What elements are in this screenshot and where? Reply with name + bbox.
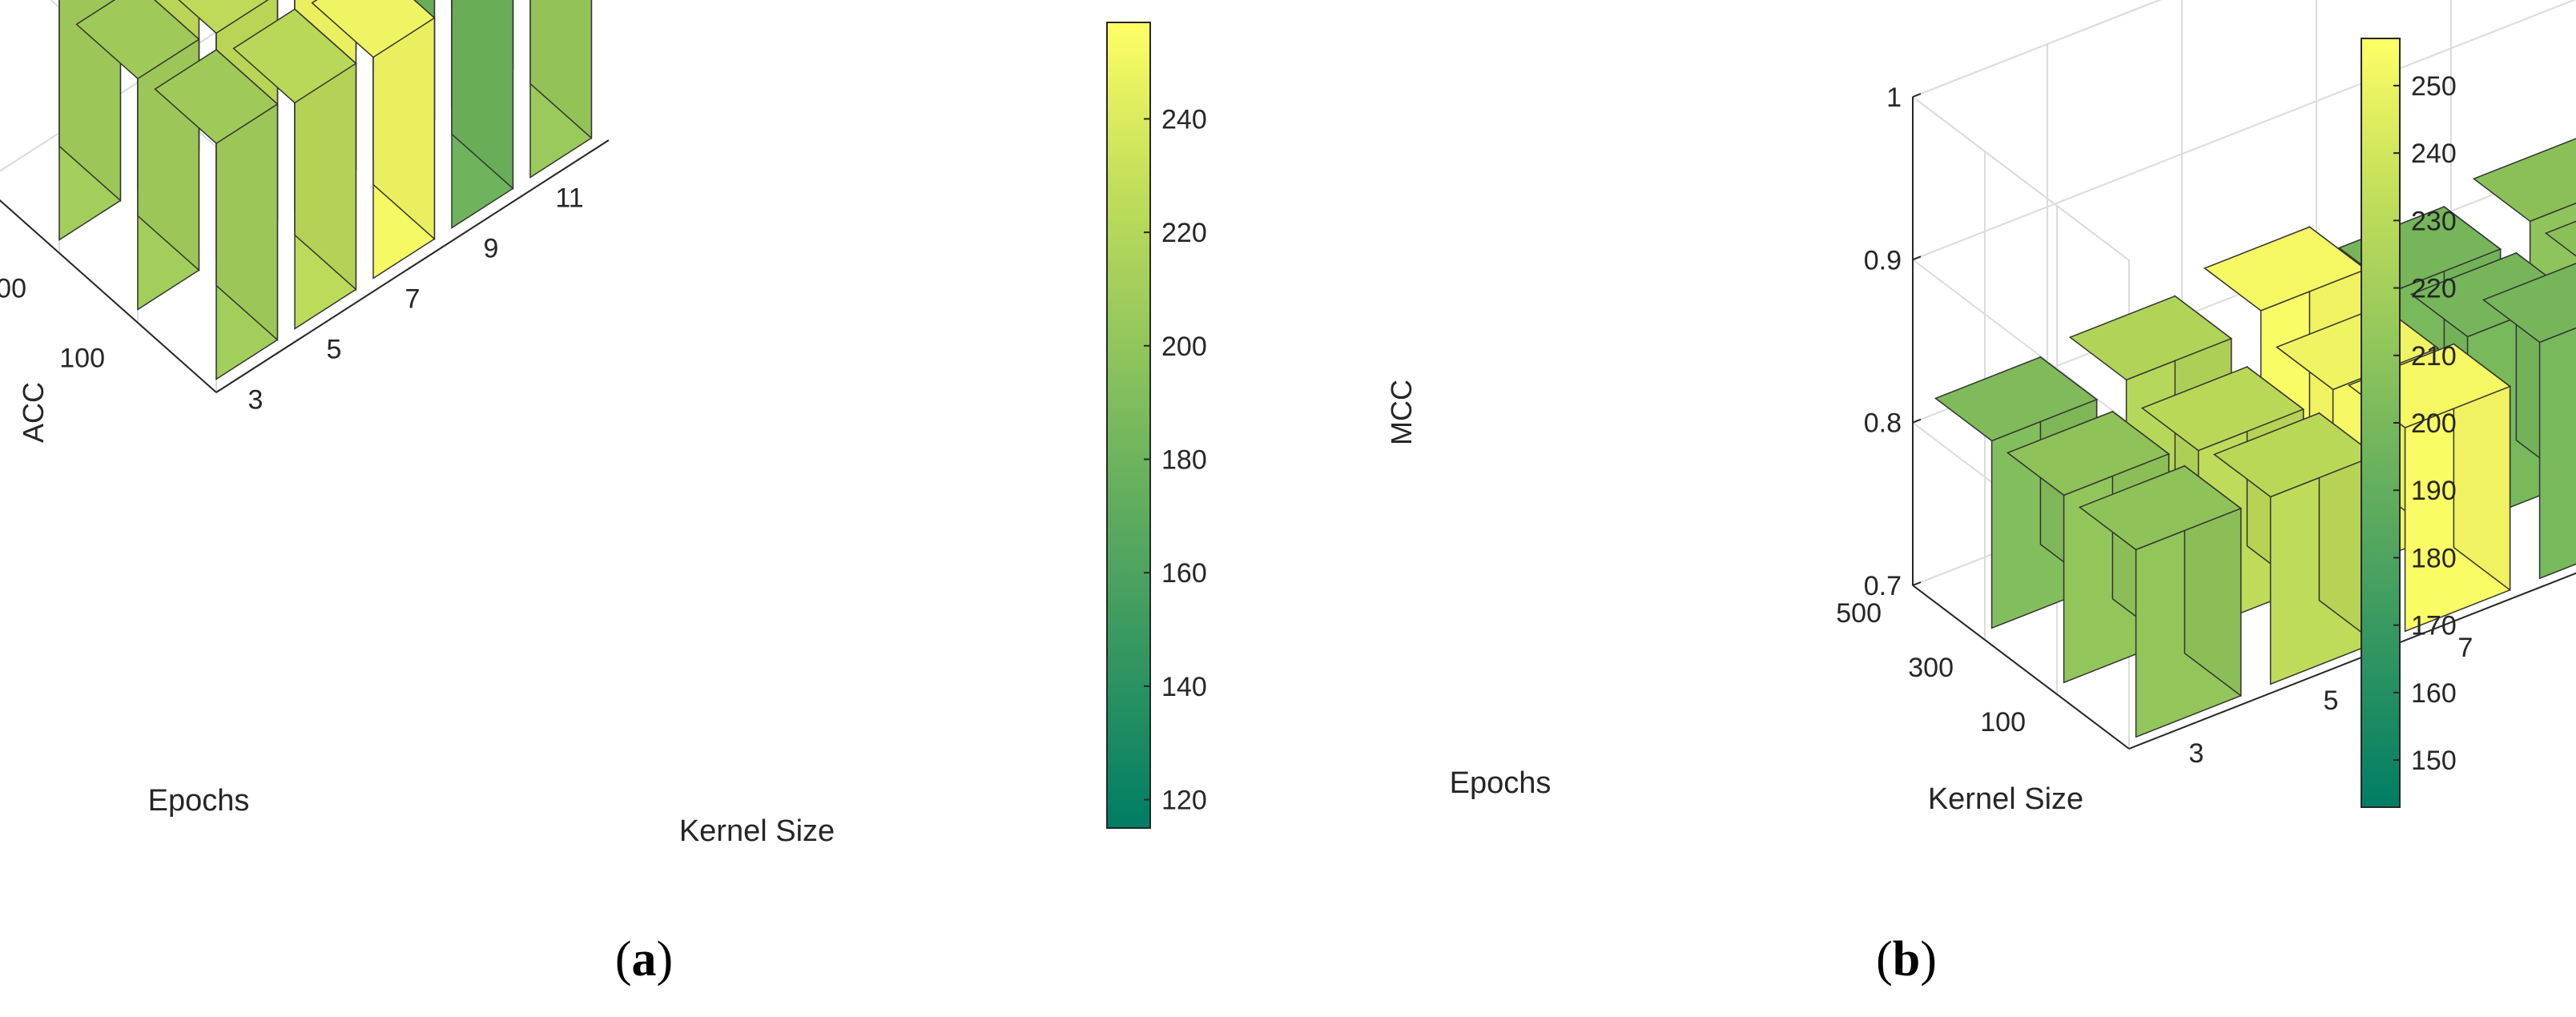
colorbar-tick-label: 240	[1161, 104, 1207, 135]
x-tick-label: 3	[2189, 738, 2204, 769]
x-tick-label: 9	[484, 234, 499, 264]
y-tick-label: 500	[1836, 598, 1882, 629]
colorbar-tick-label: 160	[2411, 678, 2457, 709]
bar-100-11	[529, 0, 593, 179]
panel-label: (b)	[1876, 932, 1937, 987]
x-axis-line	[215, 139, 610, 393]
colorbar-tick-label: 190	[2411, 476, 2457, 506]
colorbar-tick-label: 180	[1161, 445, 1207, 476]
colorbar-tick-label: 210	[2411, 341, 2457, 372]
x-tick-label: 7	[405, 284, 421, 315]
x-axis-label: Kernel Size	[679, 814, 835, 848]
x-axis-label: Kernel Size	[1928, 782, 2083, 816]
z-axis-label: ACC	[17, 382, 50, 443]
colorbar-tick-label: 160	[1161, 558, 1207, 589]
bar-300-11	[2544, 220, 2576, 257]
colorbar-tick-label: 220	[2411, 274, 2457, 304]
y-axis-line	[1912, 585, 2130, 750]
x-tick-label: 7	[2458, 633, 2473, 663]
bar3d-chart-acc: 0.850.90.951357911100300500 ACC Kernel S…	[0, 0, 1207, 987]
y-tick-label: 300	[0, 274, 26, 304]
y-axis-line	[0, 199, 217, 393]
x-tick-label: 5	[2324, 685, 2339, 716]
y-axis-label: Epochs	[148, 784, 250, 818]
colorbar-tick-label: 150	[2411, 746, 2457, 776]
z-axis-label: MCC	[1385, 380, 1418, 445]
colorbar-gradient	[1106, 22, 1151, 829]
bar-100-3	[2078, 464, 2243, 738]
colorbar: 150 160 170 180 190 200 210 220 230 240 250	[2361, 38, 2457, 808]
colorbar-tick-label: 140	[1161, 672, 1207, 702]
panel-label: (a)	[615, 932, 673, 987]
y-tick-label: 300	[1908, 653, 1954, 683]
x-axis-line	[2128, 572, 2576, 750]
colorbar-tick-label: 170	[2411, 611, 2457, 641]
colorbar-tick-label: 180	[2411, 543, 2457, 573]
colorbar-tick-label: 200	[1161, 332, 1207, 362]
z-tick-label: 0.8	[1864, 408, 1902, 439]
bar3d-chart-mcc: 0.70.80.91357911100300500 MCC Kernel Siz…	[1385, 0, 2576, 987]
colorbar-tick-label: 200	[2411, 408, 2457, 439]
colorbar-tick-label: 250	[2411, 71, 2457, 102]
bar-100-5	[232, 7, 357, 330]
colorbar-tick-label: 240	[2411, 139, 2457, 169]
bar-300-3	[75, 0, 200, 311]
chart-panel-b: 0.70.80.91357911100300500 MCC Kernel Siz…	[1288, 0, 2576, 1017]
x-tick-label: 11	[555, 183, 583, 214]
colorbar-tick-label: 230	[2411, 206, 2457, 236]
y-tick-label: 100	[59, 344, 105, 374]
y-axis-label: Epochs	[1450, 766, 1552, 800]
colorbar-tick-label: 220	[1161, 218, 1207, 248]
z-tick-label: 0.7	[1864, 571, 1902, 601]
bar-100-9	[451, 0, 514, 229]
bar-100-3	[154, 48, 279, 380]
z-tick-label: 1	[1886, 82, 1902, 113]
y-tick-label: 100	[1980, 707, 2026, 738]
x-tick-label: 5	[327, 335, 342, 365]
chart-panel-a: 0.850.90.951357911100300500 ACC Kernel S…	[0, 0, 1207, 987]
x-tick-label: 3	[248, 385, 264, 416]
colorbar: 120 140 160 180 200 220 240	[1106, 22, 1207, 829]
bar-100-9	[2481, 263, 2576, 580]
z-tick-label: 0.9	[1864, 245, 1902, 275]
colorbar-tick-label: 120	[1161, 786, 1207, 816]
bar-100-7	[311, 0, 436, 279]
